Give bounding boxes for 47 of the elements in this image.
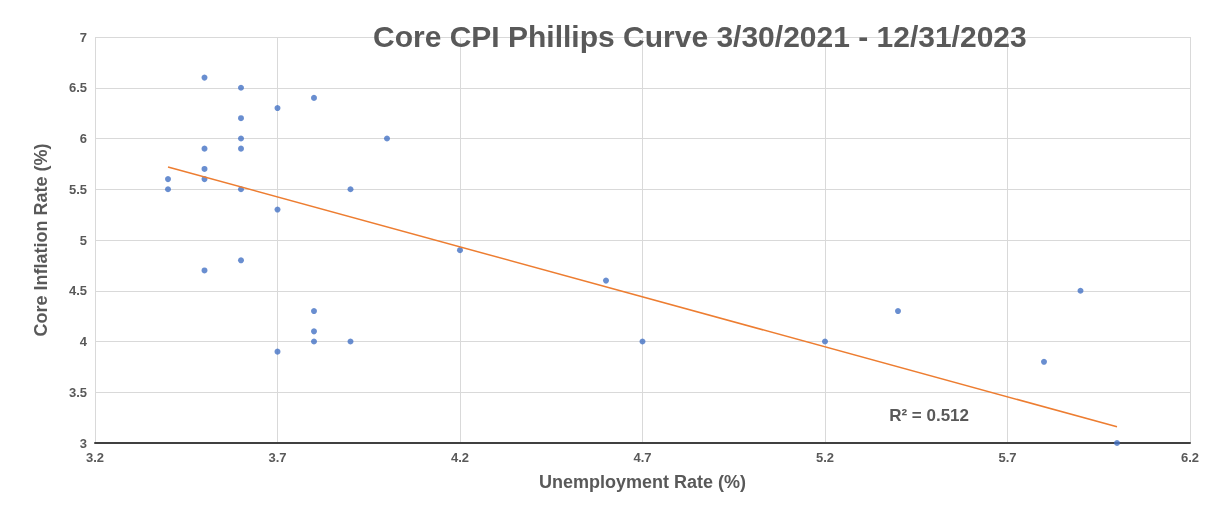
x-axis-title: Unemployment Rate (%) (538, 472, 747, 492)
point (1077, 287, 1084, 294)
point (238, 145, 244, 152)
point (603, 277, 609, 284)
annotation: R² = 0.512 (889, 406, 970, 425)
x-tick-label: 3.2 (85, 450, 105, 465)
point (347, 186, 354, 193)
point (165, 176, 171, 183)
point (165, 186, 171, 193)
point (347, 338, 354, 345)
point (274, 105, 281, 112)
point (311, 338, 317, 345)
point (822, 338, 828, 345)
x-tick-label: 5.7 (998, 450, 1017, 465)
point (1041, 358, 1047, 365)
x-tick-label: 4.2 (450, 450, 470, 465)
y-tick-label: 4.5 (68, 283, 87, 299)
y-tick-label: 5 (79, 232, 87, 248)
point (384, 135, 390, 142)
point (201, 74, 208, 81)
point (238, 84, 244, 91)
point (311, 94, 317, 101)
y-tick-label: 3.5 (68, 384, 87, 400)
point (639, 338, 646, 345)
y-tick-label: 3 (79, 435, 87, 451)
y-tick-label: 5.5 (68, 181, 87, 197)
point (201, 165, 208, 172)
point (238, 115, 244, 122)
y-tick-label: 6 (79, 131, 87, 146)
point (274, 206, 281, 213)
point (895, 308, 901, 315)
chart-title: Core CPI Phillips Curve 3/30/2021 - 12/31/2023 (373, 19, 1027, 53)
point (457, 247, 463, 254)
x-tick-label: 6.2 (1180, 450, 1200, 465)
point (1114, 440, 1120, 446)
point (238, 257, 244, 264)
y-axis-title: Core Inflation Rate (%) (31, 143, 51, 337)
x-tick-label: 3.7 (268, 450, 287, 465)
x-tick-label: 4.7 (633, 450, 652, 465)
point (238, 135, 244, 142)
y-tick-label: 4 (79, 334, 88, 349)
point (201, 267, 208, 274)
point (311, 308, 317, 315)
point (311, 328, 317, 335)
x-tick-label: 5.2 (815, 450, 835, 465)
y-tick-label: 7 (79, 29, 87, 45)
y-tick-label: 6.5 (68, 80, 87, 96)
